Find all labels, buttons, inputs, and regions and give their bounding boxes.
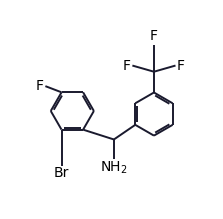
Text: F: F: [150, 29, 158, 43]
Text: NH$_2$: NH$_2$: [100, 159, 128, 176]
Text: F: F: [123, 58, 131, 72]
Text: Br: Br: [54, 166, 69, 180]
Text: F: F: [177, 58, 185, 72]
Text: F: F: [36, 79, 44, 93]
